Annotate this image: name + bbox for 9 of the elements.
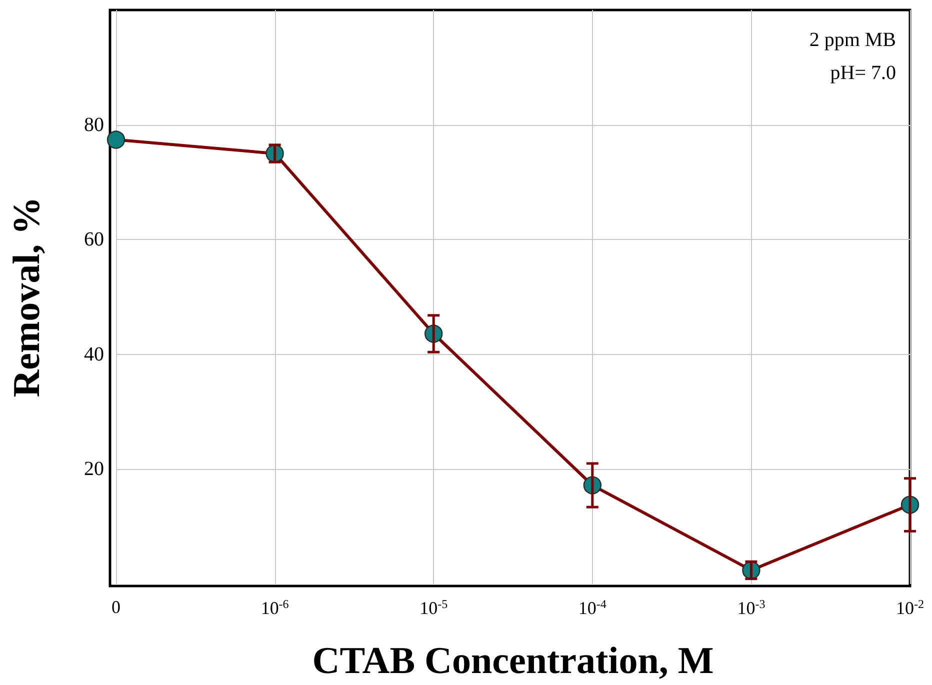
y-tick-label: 40	[84, 343, 104, 366]
annotation: pH= 7.0	[830, 62, 896, 84]
annotation: 2 ppm MB	[809, 29, 896, 51]
x-tick-label: 0	[112, 597, 120, 617]
y-tick-label: 60	[84, 228, 104, 251]
y-axis-title: Removal, %	[6, 196, 48, 398]
x-axis-title: CTAB Concentration, M	[312, 640, 714, 682]
y-tick-label: 80	[84, 114, 104, 136]
y-tick-label: 20	[84, 458, 104, 480]
